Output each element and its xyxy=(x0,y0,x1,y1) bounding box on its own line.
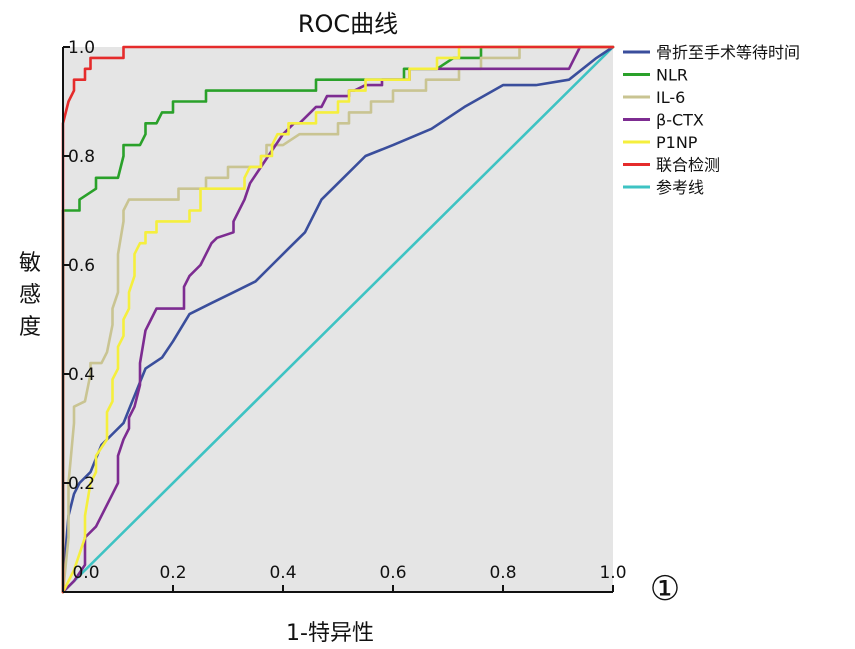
series-layer xyxy=(61,45,615,594)
legend-label: NLR xyxy=(656,66,688,85)
legend-label: 联合检测 xyxy=(656,156,720,175)
series-line-5 xyxy=(61,45,615,594)
x-tick-label: 0.4 xyxy=(269,563,296,583)
x-axis-label: 1-特异性 xyxy=(286,621,374,646)
legend-label: 骨折至手术等待时间 xyxy=(656,43,800,62)
y-tick-label: 0.2 xyxy=(68,474,95,494)
legend-label: β-CTX xyxy=(656,111,704,130)
x-ticks: 0.0 0.2 0.4 0.6 0.8 1.0 xyxy=(72,563,627,592)
legend-label: IL-6 xyxy=(656,88,685,107)
legend-label: 参考线 xyxy=(656,178,704,197)
series-line-6 xyxy=(61,45,615,594)
x-tick-label: 0.0 xyxy=(72,563,99,583)
x-tick-label: 0.2 xyxy=(159,563,186,583)
y-ticks: 0.2 0.4 0.6 0.8 1.0 xyxy=(63,38,95,494)
series-line-7 xyxy=(61,45,615,594)
panel-number: ① xyxy=(650,569,680,609)
y-tick-label: 0.6 xyxy=(68,256,95,276)
y-axis-label: 敏感度 xyxy=(19,251,41,340)
y-tick-label: 0.8 xyxy=(68,147,95,167)
series-line-3 xyxy=(61,45,615,594)
chart-title: ROC曲线 xyxy=(298,10,398,38)
legend-label: P1NP xyxy=(656,133,698,152)
series-line-1 xyxy=(61,45,615,594)
y-tick-label: 0.4 xyxy=(68,365,95,385)
x-tick-label: 0.6 xyxy=(379,563,406,583)
x-tick-label: 1.0 xyxy=(599,563,626,583)
x-tick-label: 0.8 xyxy=(489,563,516,583)
y-tick-label: 1.0 xyxy=(68,38,95,58)
